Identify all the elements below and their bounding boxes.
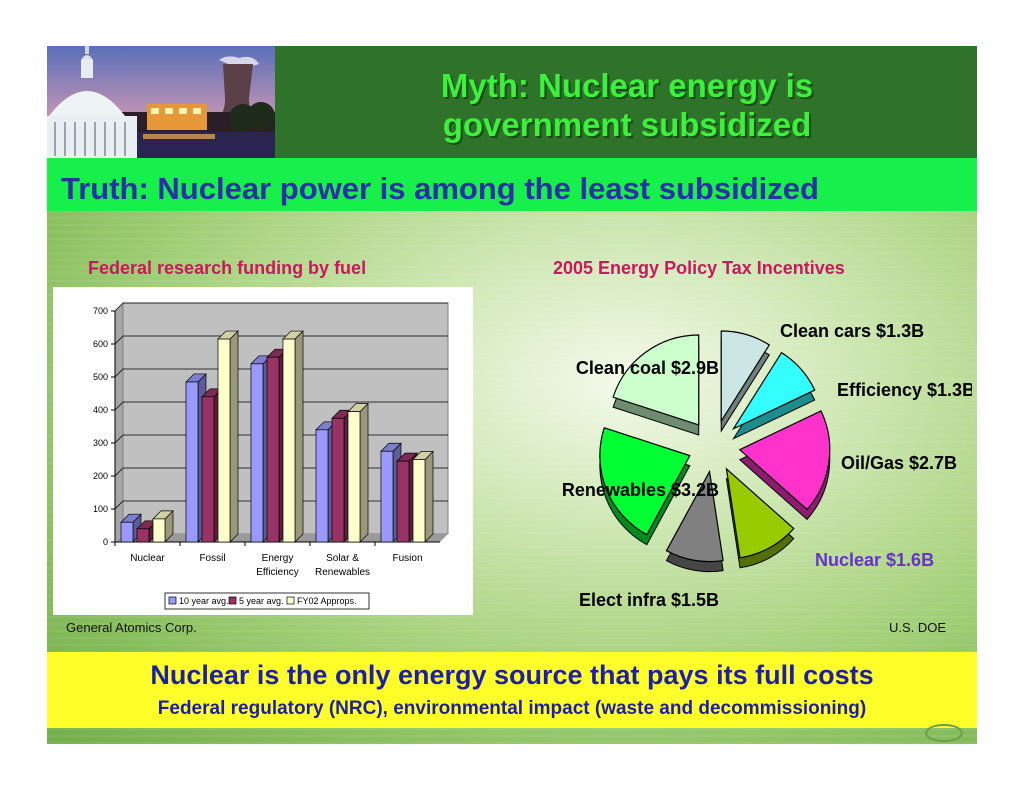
x-tick-label: Renewables xyxy=(315,567,370,578)
y-tick-label: 400 xyxy=(93,405,108,415)
myth-title-line-1: Myth: Nuclear energy is xyxy=(440,67,814,104)
myth-title-line-2: government subsidized xyxy=(442,106,812,143)
pie-slice xyxy=(731,351,816,431)
bar-chart-panel: 0 100 200 300 400 500 600 700 Nuclear Fossil Energ… xyxy=(53,287,473,615)
plot-side-wall xyxy=(115,303,123,542)
gridline xyxy=(114,302,448,312)
bar-side xyxy=(424,450,434,543)
bar xyxy=(201,396,215,543)
pie-slice xyxy=(720,330,771,424)
bar xyxy=(266,356,280,543)
pie-slice xyxy=(612,334,700,426)
y-tick-label: 300 xyxy=(93,438,108,448)
myth-title: Myth: Nuclear energy is government subsi… xyxy=(277,66,977,144)
gridline xyxy=(114,368,448,378)
bar xyxy=(152,518,166,543)
gridline xyxy=(114,401,448,411)
corner-logo xyxy=(925,724,963,742)
legend: 10 year avg. 5 year avg. FY02 Approps. xyxy=(164,592,370,610)
x-tick-label: Fossil xyxy=(199,553,225,564)
x-tick-label: Nuclear xyxy=(130,553,165,564)
bar xyxy=(250,363,264,543)
pie-slice-label: Oil/Gas $2.7B xyxy=(841,453,957,473)
x-tick-label: Energy xyxy=(262,553,294,564)
header-photo xyxy=(47,46,275,158)
pie-slice xyxy=(665,469,724,563)
bar xyxy=(217,338,231,543)
pie-slice xyxy=(599,427,691,536)
legend-swatch xyxy=(228,596,237,605)
pie-slice-label: Renewables $3.2B xyxy=(562,480,719,500)
bar xyxy=(120,521,134,543)
bottom-subline: Federal regulatory (NRC), environmental … xyxy=(157,698,867,719)
pie-slice-label: Clean cars $1.3B xyxy=(780,321,924,341)
pie-slice xyxy=(725,467,795,559)
bar xyxy=(331,417,345,543)
legend-swatch xyxy=(286,596,295,605)
truth-band xyxy=(47,158,977,211)
bar xyxy=(282,338,296,543)
legend-label: 10 year avg. xyxy=(179,596,229,606)
y-tick-label: 500 xyxy=(93,372,108,382)
y-tick-label: 600 xyxy=(93,339,108,349)
x-tick-label: Efficiency xyxy=(256,567,299,578)
gridline xyxy=(114,335,448,345)
pie-chart-title: 2005 Energy Policy Tax Incentives xyxy=(553,258,845,278)
legend-box xyxy=(164,592,370,610)
bar xyxy=(396,460,410,543)
bar xyxy=(315,429,329,543)
bar-chart-source: General Atomics Corp. xyxy=(66,620,197,635)
y-tick-label: 200 xyxy=(93,471,108,481)
bar xyxy=(347,411,361,543)
legend-label: 5 year avg. xyxy=(239,596,284,606)
bar xyxy=(412,459,426,543)
legend-label: FY02 Approps. xyxy=(297,596,357,606)
pie-slice-label: Clean coal $2.9B xyxy=(576,358,719,378)
x-tick-label: Solar & xyxy=(326,553,359,564)
y-tick-label: 0 xyxy=(103,537,108,547)
legend-swatch xyxy=(168,596,177,605)
pie-chart-source: U.S. DOE xyxy=(889,620,947,635)
pie-slice-label: Elect infra $1.5B xyxy=(579,590,719,610)
bar-side xyxy=(294,330,304,543)
bar xyxy=(185,381,199,543)
truth-statement: Truth: Nuclear power is among the least … xyxy=(61,171,819,206)
bar-side xyxy=(229,330,239,543)
bottom-headline: Nuclear is the only energy source that p… xyxy=(150,660,874,690)
pie-slice xyxy=(738,410,831,511)
pie-chart: Clean cars $1.3B Efficiency $1.3B Oil/Gas … xyxy=(562,321,972,610)
slide: Myth: Nuclear energy is government subsi… xyxy=(47,46,977,744)
bar-side xyxy=(359,402,369,543)
y-tick-label: 700 xyxy=(93,306,108,316)
pie-slice-label: Nuclear $1.6B xyxy=(815,550,934,570)
bar-chart-title: Federal research funding by fuel xyxy=(88,258,367,278)
bar-chart: 0 100 200 300 400 500 600 700 Nuclear Fossil Energ… xyxy=(93,302,449,610)
x-tick-label: Fusion xyxy=(392,553,422,564)
bottom-band xyxy=(47,652,977,728)
bar xyxy=(136,528,150,543)
bar xyxy=(380,450,394,543)
y-tick-label: 100 xyxy=(93,504,108,514)
pie-slice-label: Efficiency $1.3B xyxy=(837,380,972,400)
